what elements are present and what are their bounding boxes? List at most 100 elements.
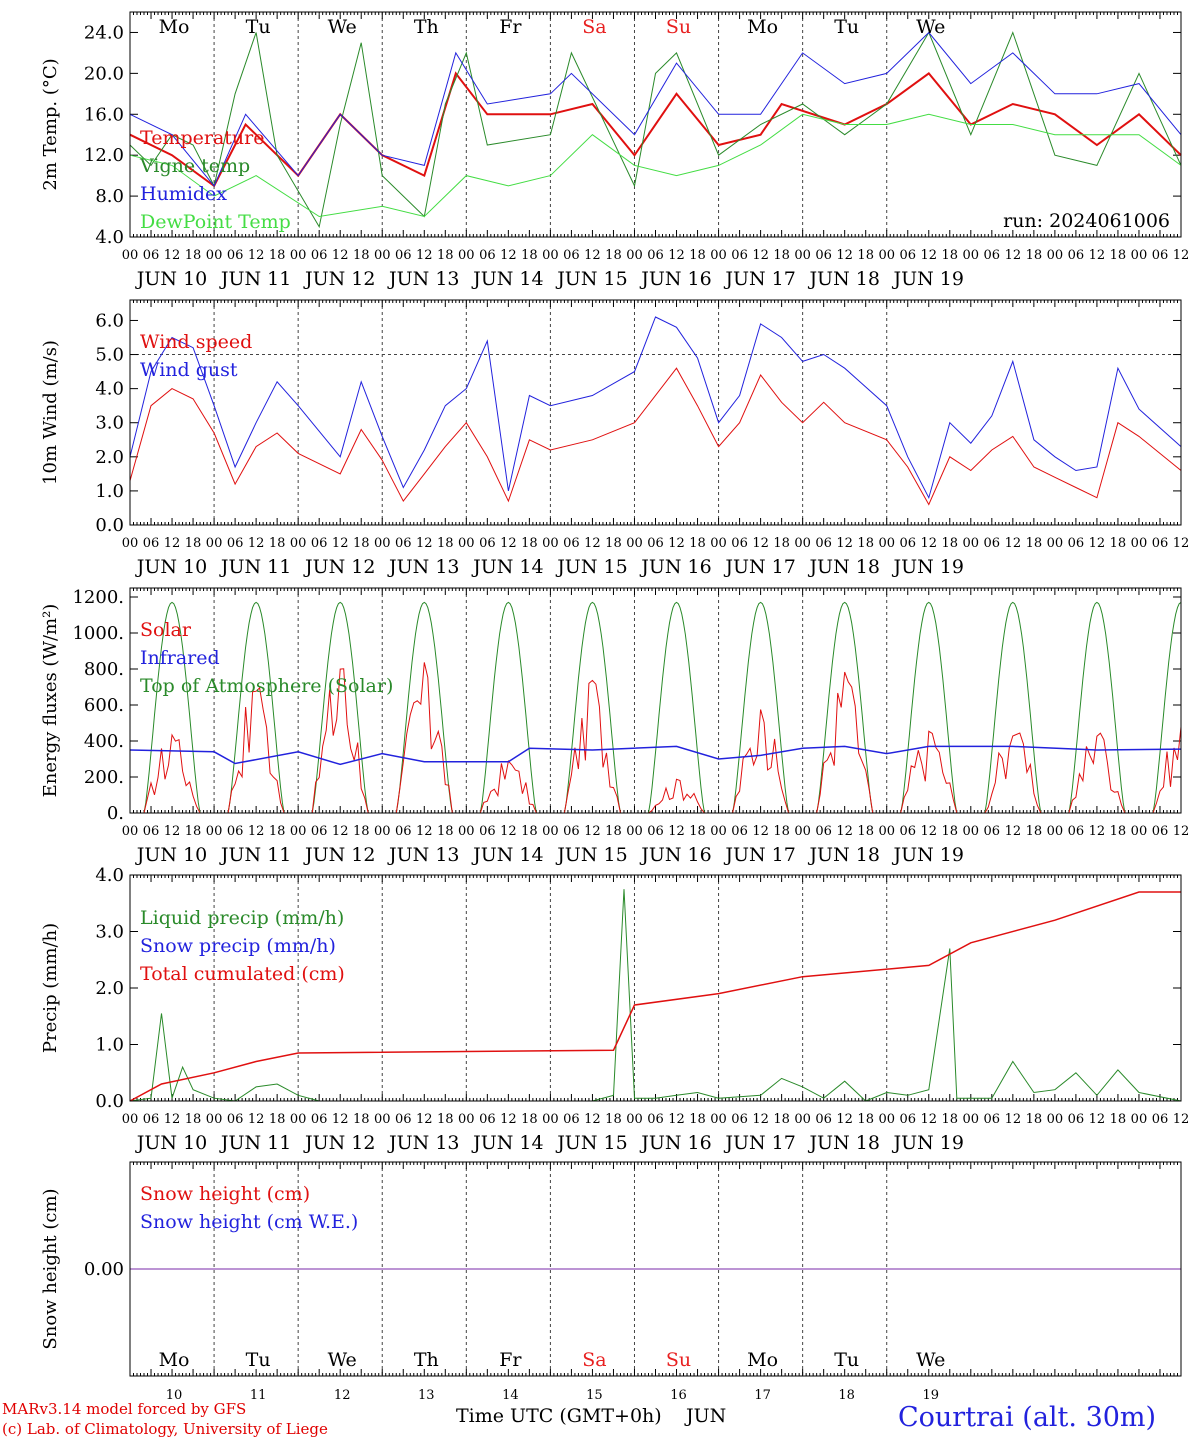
hour-tick-label: 06 [311,536,328,551]
hour-tick-label: 18 [689,824,706,839]
hour-tick-label: 06 [1068,248,1085,263]
hour-tick-label: 06 [1152,536,1169,551]
hour-tick-label: 00 [458,248,475,263]
y-tick-label: 2.0 [95,978,124,999]
hour-tick-label: 18 [1026,536,1043,551]
hour-tick-label: 12 [1005,1112,1022,1127]
date-label: JUN 15 [555,556,627,578]
hour-tick-label: 18 [437,1112,454,1127]
hour-tick-label: 06 [1152,824,1169,839]
hour-tick-label: 18 [269,824,286,839]
hour-tick-label: 18 [353,1112,370,1127]
hour-tick-label: 12 [752,1112,769,1127]
hour-tick-label: 06 [143,1112,160,1127]
hour-tick-label: 18 [1110,1112,1127,1127]
hour-tick-label: 12 [1173,536,1190,551]
x-axis-month: JUN [686,1405,727,1427]
hour-tick-label: 06 [227,1112,244,1127]
hour-tick-label: 12 [752,824,769,839]
model-credit: MARv3.14 model forced by GFS [2,1400,247,1418]
date-label: JUN 18 [807,844,879,866]
hour-tick-label: 18 [773,248,790,263]
day-number-label: 11 [250,1388,267,1403]
panel-frame [129,299,1182,526]
hour-tick-label: 00 [1131,248,1148,263]
y-axis-title: 2m Temp. (°C) [40,58,61,190]
y-tick-label: 4.0 [95,227,124,248]
y-tick-label: 3.0 [95,413,124,434]
hour-tick-label: 18 [353,824,370,839]
wind-gust-line [129,316,1182,500]
hour-tick-label: 00 [458,536,475,551]
hour-tick-label: 18 [437,248,454,263]
hour-tick-label: 18 [521,824,538,839]
y-tick-label: 1000. [72,623,124,644]
weekday-label: We [916,1349,945,1371]
hour-tick-label: 18 [437,536,454,551]
hour-tick-label: 12 [836,824,853,839]
hour-tick-label: 00 [1131,536,1148,551]
hour-tick-label: 06 [395,248,412,263]
weekday-label: Su [666,16,691,38]
date-label: JUN 15 [555,268,627,290]
hour-tick-label: 06 [731,1112,748,1127]
hour-tick-label: 00 [878,248,895,263]
weekday-label: Fr [499,1349,522,1371]
hour-tick-label: 12 [500,1112,517,1127]
hour-tick-label: 00 [458,824,475,839]
y-axis-title: Energy fluxes (W/m²) [40,604,61,798]
weekday-label: Tu [246,16,271,38]
y-tick-label: 4.0 [95,379,124,400]
hour-tick-label: 06 [227,248,244,263]
hour-tick-label: 00 [878,536,895,551]
hour-tick-label: 06 [815,536,832,551]
hour-tick-label: 12 [584,824,601,839]
date-label: JUN 12 [303,556,375,578]
date-label: JUN 16 [639,844,711,866]
hour-tick-label: 12 [584,248,601,263]
hour-tick-label: 12 [416,248,433,263]
hour-tick-label: 00 [290,248,307,263]
legend-entry: Humidex [140,183,227,205]
date-label: JUN 11 [219,268,291,290]
hour-tick-label: 12 [1005,248,1022,263]
hour-tick-label: 00 [794,248,811,263]
hour-tick-label: 18 [942,824,959,839]
hour-tick-label: 18 [1026,248,1043,263]
hour-tick-label: 12 [332,536,349,551]
hour-tick-label: 18 [437,824,454,839]
hour-tick-label: 06 [815,248,832,263]
hour-tick-label: 06 [143,248,160,263]
hour-tick-label: 06 [479,1112,496,1127]
hour-tick-label: 06 [143,536,160,551]
hour-tick-label: 12 [500,824,517,839]
hour-tick-label: 06 [563,824,580,839]
hour-tick-label: 00 [542,1112,559,1127]
hour-tick-label: 12 [752,248,769,263]
weekday-label: Mo [159,16,190,38]
hour-tick-label: 06 [647,824,664,839]
station-name: Courtrai (alt. 30m) [898,1402,1157,1433]
hour-tick-label: 00 [1047,1112,1064,1127]
date-label: JUN 14 [471,844,543,866]
hour-tick-label: 18 [185,1112,202,1127]
weekday-label: Tu [834,1349,859,1371]
weekday-label: Fr [499,16,522,38]
hour-tick-label: 06 [815,824,832,839]
hour-tick-label: 12 [584,1112,601,1127]
hour-tick-label: 18 [521,248,538,263]
hour-tick-label: 12 [836,1112,853,1127]
hour-tick-label: 18 [521,1112,538,1127]
panel-frame [129,11,1182,238]
hour-tick-label: 06 [984,1112,1001,1127]
hour-tick-label: 12 [752,536,769,551]
date-label: JUN 13 [387,268,459,290]
hour-tick-label: 18 [773,536,790,551]
hour-tick-label: 00 [122,536,139,551]
hour-tick-label: 00 [374,824,391,839]
legend-entry: Top of Atmosphere (Solar) [140,675,393,697]
legend-entry: Snow precip (mm/h) [140,935,336,957]
hour-tick-label: 06 [731,536,748,551]
y-tick-label: 200. [84,767,124,788]
hour-tick-label: 00 [374,248,391,263]
